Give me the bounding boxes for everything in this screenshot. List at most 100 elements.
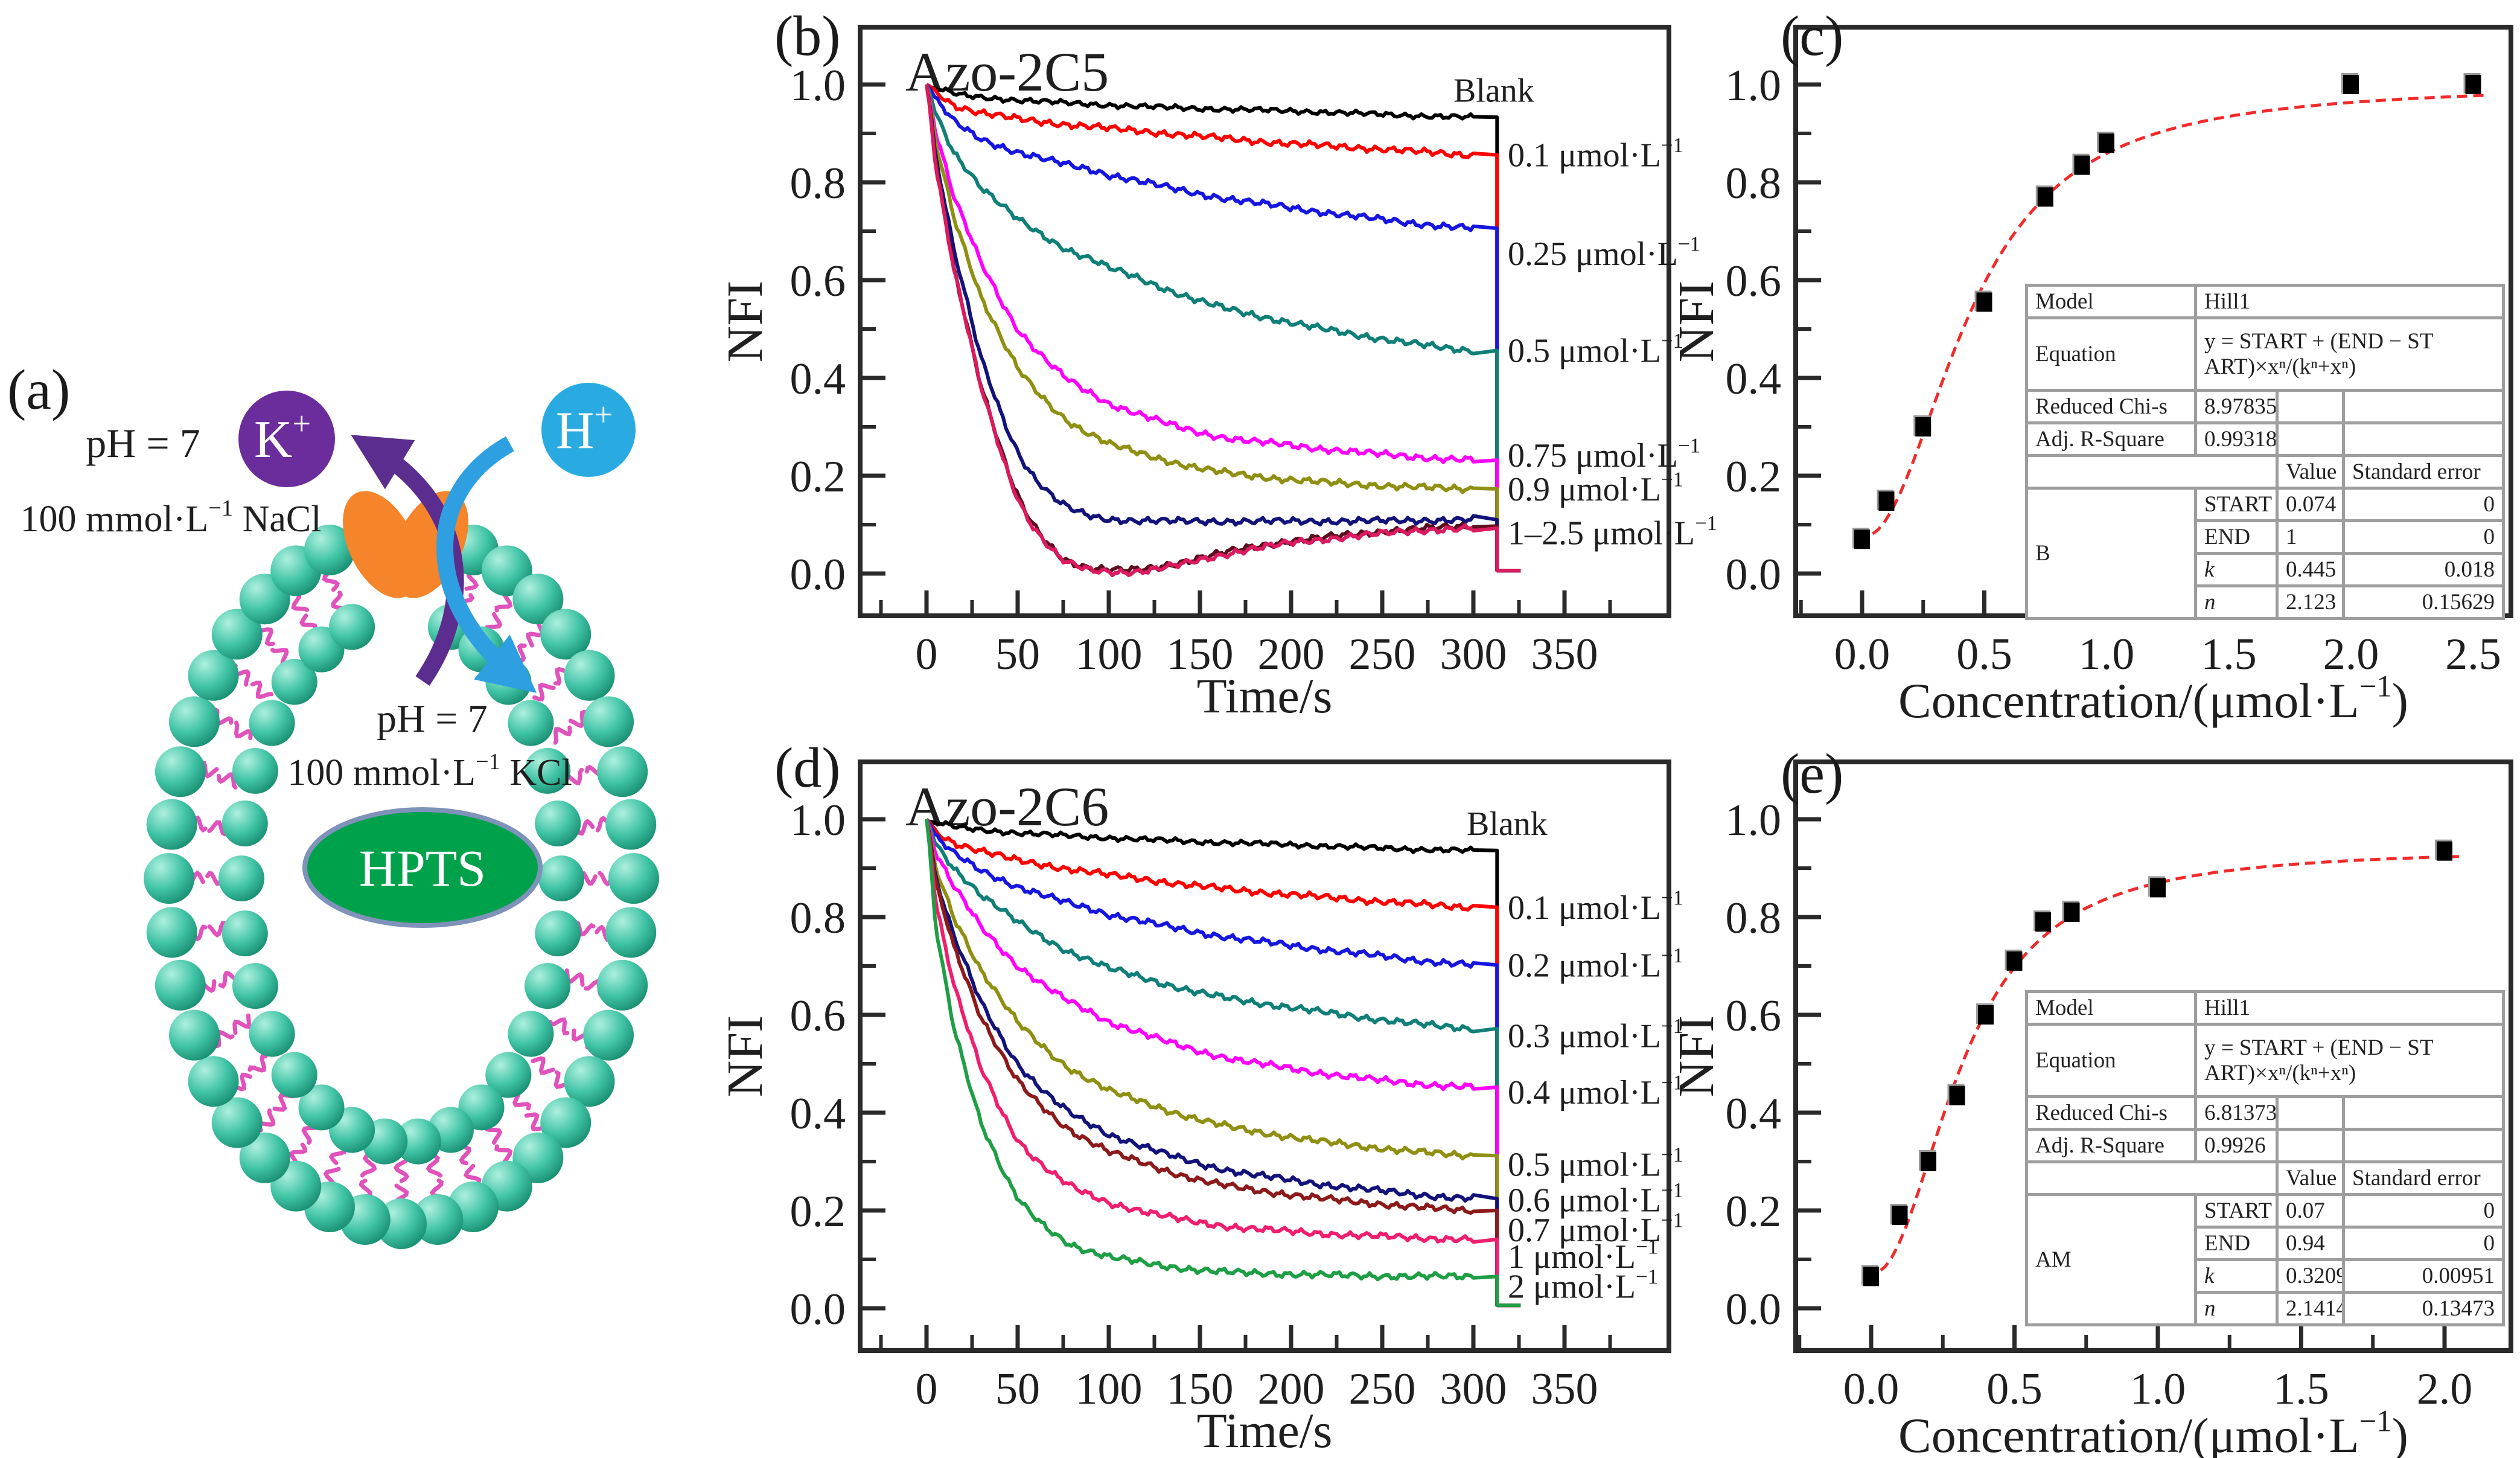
panel-b-axes: 0 50 100 150 200 250 300 350 0.0 0.2 0.4 0.6 0.8 1.0 T…: [717, 25, 1717, 723]
data-point: [2035, 912, 2051, 932]
equation-label: Equation: [2025, 1023, 2197, 1098]
param-name: END: [2194, 1226, 2279, 1261]
model-label: Model: [2025, 284, 2197, 319]
param-stderr: 0: [2341, 1193, 2506, 1229]
table-row: Value Standard error: [2025, 454, 2506, 490]
table-row: Reduced Chi-s 6.81373E: [2025, 1095, 2506, 1131]
y-tick-label: 0.8: [790, 894, 846, 943]
fit-curve: [1857, 94, 2488, 539]
inner-head-sphere: [395, 1118, 441, 1165]
y-tick-label: 1.0: [1726, 61, 1782, 110]
series-1: [925, 84, 1521, 573]
equation-line2: ART)×xⁿ/(kⁿ+xⁿ): [2204, 354, 2356, 379]
param-value: 0.3209: [2276, 1258, 2345, 1294]
x-tick-label: 0.0: [1834, 630, 1890, 679]
equation-line2: ART)×xⁿ/(kⁿ+xⁿ): [2204, 1060, 2356, 1086]
lipid-tail: [507, 643, 527, 663]
series-0.75: [925, 84, 1521, 573]
group-label: B: [2025, 487, 2197, 620]
chi-value: 8.97835: [2194, 389, 2279, 424]
inner-head-sphere: [219, 855, 264, 901]
lipid-tail: [524, 1112, 547, 1131]
panel-letter-e: (e): [1781, 743, 1844, 805]
inner-head-sphere: [535, 910, 581, 957]
model-value: Hill1: [2193, 990, 2506, 1026]
lipid-heads: [144, 524, 659, 1249]
outer-head-sphere: [564, 650, 615, 701]
y-tick-label: 0.4: [790, 354, 846, 404]
outer-head-sphere: [211, 1097, 263, 1148]
x-tick-label: 200: [1258, 1364, 1325, 1414]
series-label-1: 1 μmol·L−1: [1508, 1235, 1658, 1276]
inner-head-sphere: [485, 1052, 532, 1098]
inner-head-sphere: [249, 1011, 295, 1057]
outer-head-sphere: [144, 853, 194, 904]
outer-head-sphere: [540, 609, 592, 660]
x-axis-title: Time/s: [1197, 668, 1333, 723]
x-tick-label: 350: [1531, 1364, 1598, 1414]
data-point: [2064, 902, 2080, 922]
y-tick-label: 1.0: [1726, 796, 1782, 845]
x-tick-label: 300: [1440, 630, 1507, 679]
outer-head-sphere: [188, 1056, 239, 1107]
inside-ph-label: pH = 7: [377, 697, 488, 741]
lipid-tail: [393, 1157, 410, 1183]
outer-head-sphere: [146, 907, 197, 958]
lipid-tail: [526, 622, 544, 648]
inner-head-sphere: [232, 963, 278, 1009]
inner-head-sphere: [249, 700, 295, 746]
fit-table-e-table: Model Hill1 Equation y = START + (END − …: [2025, 990, 2506, 1326]
k-ion-circle: [238, 391, 335, 487]
data-point: [2037, 187, 2053, 207]
outer-head-sphere: [597, 746, 648, 798]
x-tick-label: 1.0: [2079, 630, 2135, 679]
param-name: START: [2194, 487, 2279, 522]
table-row: n 2.123 0.15629: [2027, 584, 2506, 620]
table-row: Adj. R-Square 0.9926: [2025, 1128, 2506, 1163]
param-name: k: [2194, 552, 2279, 587]
inside-salt-label: 100 mmol·L−1 KCl: [287, 749, 572, 793]
table-row: Adj. R-Square 0.99318: [2025, 421, 2506, 457]
table-row: n 2.1414 0.13473: [2027, 1291, 2506, 1326]
series-label-Blank: Blank: [1467, 805, 1548, 843]
table-row: Reduced Chi-s 8.97835: [2025, 389, 2506, 424]
k-ion-label: K+: [254, 405, 311, 469]
y-tick-label: 0.2: [1726, 1187, 1782, 1236]
series-label-0.75: 0.75 μmol·L−1: [1508, 434, 1700, 475]
data-point: [1854, 529, 1870, 549]
lipid-tail: [553, 725, 572, 745]
data-point: [2150, 878, 2166, 898]
x-tick-label: 200: [1258, 630, 1325, 679]
inner-head-sphere: [508, 700, 554, 746]
x-tick-label: 1.5: [2201, 630, 2257, 679]
table-row: Value Standard error: [2025, 1160, 2506, 1196]
data-point: [2437, 841, 2452, 861]
panel-d-axes: 0 50 100 150 200 250 300 350 0.0 0.2 0.4 0.6 0.8 1.0 T…: [717, 759, 1683, 1458]
y-tick-label: 0.4: [1726, 354, 1782, 404]
x-tick-label: 0.5: [1986, 1364, 2043, 1414]
value-header: Value: [2276, 454, 2345, 490]
panel-letter-d: (d): [774, 737, 841, 799]
outer-head-sphere: [540, 1097, 592, 1148]
y-tick-label: 0.2: [790, 1187, 846, 1236]
inner-head-sphere: [538, 855, 584, 901]
inner-head-sphere: [271, 659, 317, 705]
plot-border: [858, 25, 1671, 618]
y-tick-label: 0.4: [790, 1089, 846, 1139]
x-axis-title: Time/s: [1197, 1403, 1333, 1458]
lipid-tail: [234, 720, 253, 741]
equation-value: y = START + (END − ST ART)×xⁿ/(kⁿ+xⁿ): [2193, 316, 2506, 392]
table-row: Equation y = START + (END − ST ART)×xⁿ/(…: [2025, 1023, 2506, 1098]
series-0.5: [925, 819, 1521, 1308]
series-0.1: [925, 817, 1521, 1308]
x-tick-label: 300: [1440, 1364, 1507, 1414]
lipid-tail: [232, 1013, 252, 1035]
h-ion-circle: [541, 383, 636, 477]
equation-value: y = START + (END − ST ART)×xⁿ/(kⁿ+xⁿ): [2193, 1023, 2506, 1098]
x-tick-label: 2.0: [2417, 1364, 2473, 1414]
data-point: [2074, 155, 2090, 175]
param-value: 0.07: [2276, 1193, 2345, 1229]
param-stderr: 0.13473: [2341, 1291, 2506, 1326]
panel-letter-b: (b): [774, 5, 841, 68]
h-influx-arrow: [436, 436, 537, 693]
